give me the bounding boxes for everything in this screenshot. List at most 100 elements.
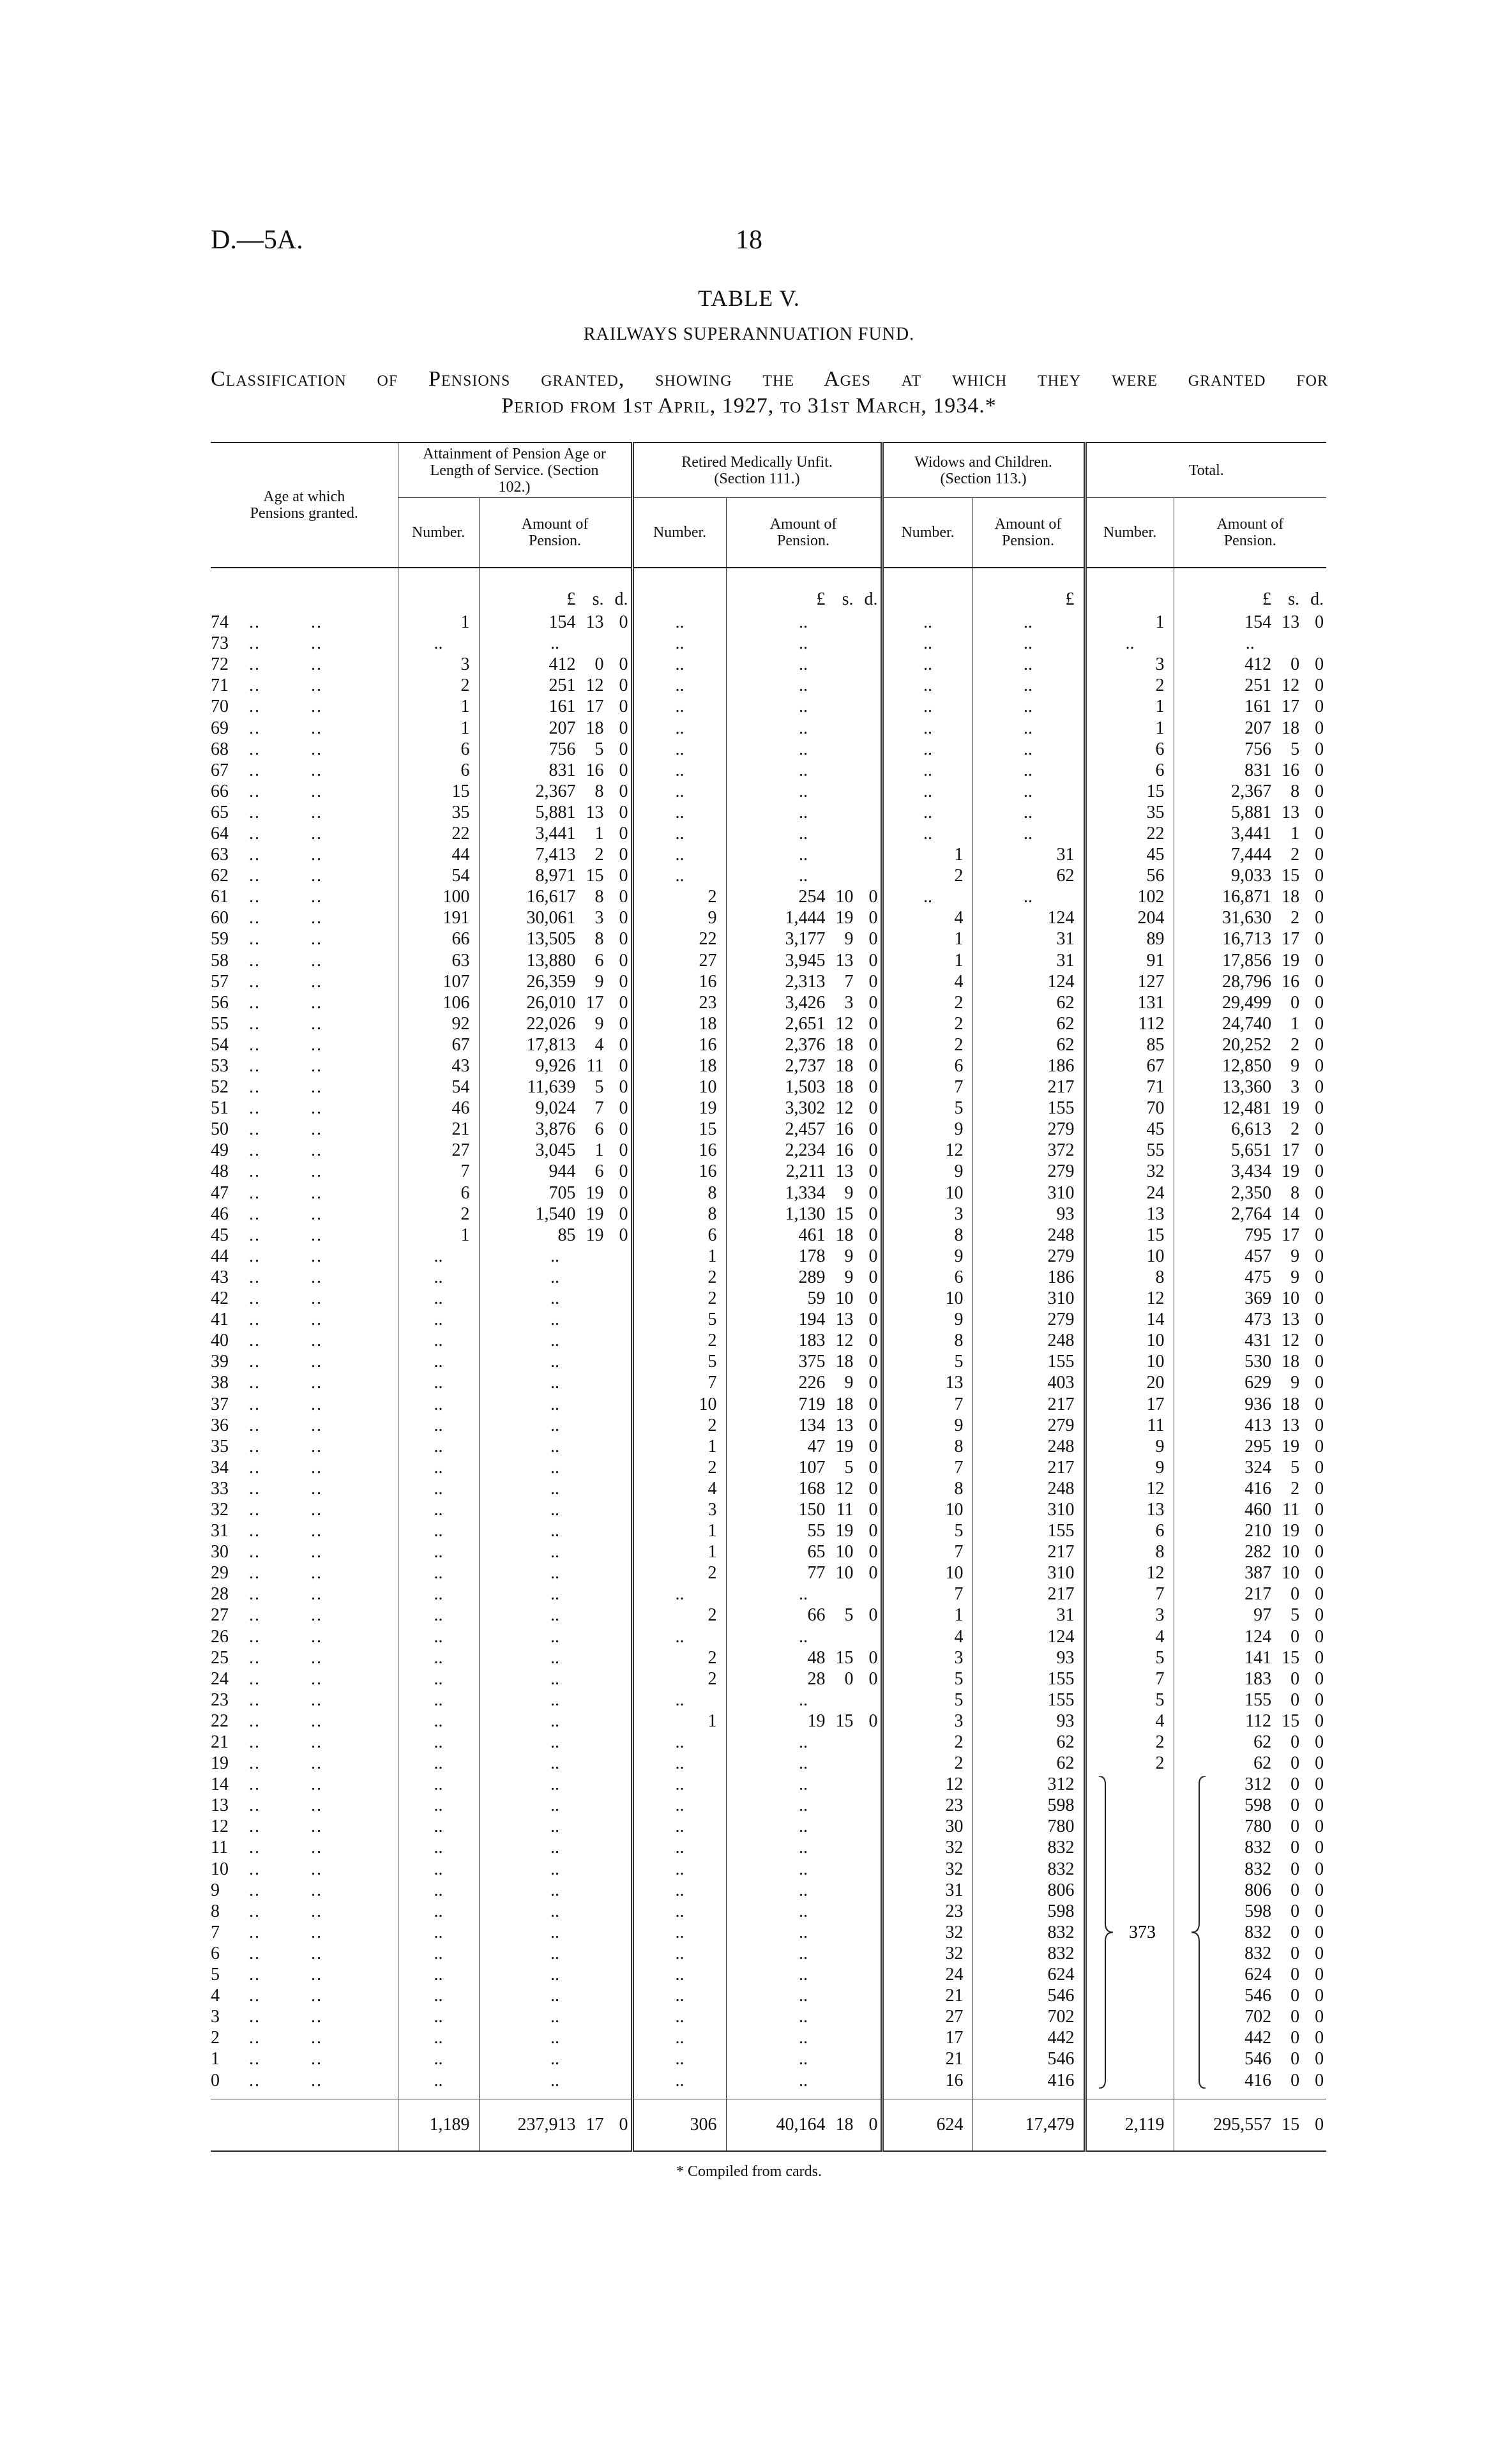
amount-pence: 0 xyxy=(1315,739,1324,759)
age-value: 61 xyxy=(211,887,229,907)
amount-pence: 0 xyxy=(868,1499,878,1520)
attainment-amount: 3,876 6 0 xyxy=(478,1119,633,1140)
amount-pounds: 3,441 xyxy=(535,823,576,843)
widows-amount: 248 xyxy=(972,1435,1086,1457)
attainment-number: .. xyxy=(397,633,479,654)
amount-pence: 0 xyxy=(1315,1795,1324,1816)
amount-pence: 0 xyxy=(619,1119,628,1140)
table-row: 58.. .. 63 13,880 6 0 27 3,945 13 0 1 31 91 17,856 19… xyxy=(211,949,1327,971)
leader-dots: .. .. xyxy=(249,781,322,801)
leader-dots: .. .. xyxy=(249,739,322,759)
widows-amount: .. xyxy=(972,738,1086,760)
widows-number: 7 xyxy=(880,1456,973,1478)
retired-number: 2 xyxy=(630,1414,727,1436)
age-value: 57 xyxy=(211,971,229,992)
amount-pence: 0 xyxy=(619,823,628,843)
attainment-amount: .. xyxy=(478,1626,633,1647)
age-value: 54 xyxy=(211,1034,229,1055)
age-cell: 65 .. .. xyxy=(211,802,398,823)
retired-amount: 178 9 0 xyxy=(725,1245,882,1267)
attainment-amount: 756 5 0 xyxy=(478,738,633,760)
age-cell: 24 .. .. xyxy=(211,1668,398,1689)
total-number: 9 xyxy=(1083,1456,1174,1478)
attainment-number: 3 xyxy=(397,654,479,676)
amount-pounds: 210 xyxy=(1245,1521,1272,1541)
widows-number: 13 xyxy=(880,1372,973,1394)
attainment-number: .. xyxy=(397,1753,479,1774)
total-amount: 412 0 0 xyxy=(1173,654,1327,676)
age-value: 43 xyxy=(211,1267,229,1287)
table-row: 62.. .. 54 8,971 15 0.... 2 62 56 9,033 15 0 xyxy=(211,865,1327,887)
attainment-number: 1 xyxy=(397,612,479,633)
amount-pounds: 24,740 xyxy=(1222,1013,1272,1034)
total-amount: 416 0 0 xyxy=(1173,2069,1327,2091)
amount-shillings: 5 xyxy=(1290,1605,1300,1626)
table-row: 47.. .. 6 705 19 0 8 1,334 9 0 10 310 24 2,350 8 0 xyxy=(211,1182,1327,1204)
amount-pence: 0 xyxy=(1315,1542,1324,1562)
amount-pence: 0 xyxy=(868,1394,878,1414)
widows-amount: 598 xyxy=(972,1795,1086,1817)
retired-amount: 65 10 0 xyxy=(725,1541,882,1563)
age-cell: 36 .. .. xyxy=(211,1415,398,1436)
amount-pence: 0 xyxy=(619,739,628,759)
age-cell: 69 .. .. xyxy=(211,717,398,738)
amount-shillings: 0 xyxy=(1290,1626,1300,1647)
table-caption-line-2: Period from 1st April, 1927, to 31st Mar… xyxy=(501,394,997,418)
attainment-amount: .. xyxy=(478,1795,633,1817)
total-amount: 473 13 0 xyxy=(1173,1309,1327,1331)
totals-row: 1,189 237,913 17 0 306 40,164 18 0 624 17,479 2,11… xyxy=(211,2098,1327,2152)
amount-pence: 0 xyxy=(868,1331,878,1351)
amount-pounds: 30,061 xyxy=(526,908,576,928)
amount-shillings: 19 xyxy=(1282,1098,1300,1119)
amount-pence: 0 xyxy=(1315,1732,1324,1753)
retired-number: 2 xyxy=(630,1288,727,1310)
amount-shillings: 18 xyxy=(1282,1352,1300,1372)
retired-number: .. xyxy=(630,1964,727,1986)
widows-number: 2 xyxy=(880,865,973,887)
age-value: 21 xyxy=(211,1732,229,1753)
age-cell: 3 .. .. xyxy=(211,2006,398,2027)
age-value: 2 xyxy=(211,2028,220,2048)
retired-amount: .. xyxy=(725,696,882,718)
age-cell: 13 .. .. xyxy=(211,1795,398,1816)
total-amount: 312 0 0 xyxy=(1173,1774,1327,1795)
attainment-amount: .. xyxy=(478,1309,633,1331)
header-attainment-amount: Amount of Pension. xyxy=(478,497,633,568)
total-amount: 24,740 1 0 xyxy=(1173,1013,1327,1034)
total-amount: 20,252 2 0 xyxy=(1173,1034,1327,1055)
retired-number: .. xyxy=(630,844,727,866)
amount-pence: 0 xyxy=(619,950,628,971)
retired-amount: .. xyxy=(725,2069,882,2091)
amount-pounds: 168 xyxy=(798,1478,826,1499)
widows-number: 8 xyxy=(880,1478,973,1499)
amount-shillings: 0 xyxy=(1290,1922,1300,1942)
widows-amount: 310 xyxy=(972,1288,1086,1310)
retired-amount: 2,737 18 0 xyxy=(725,1055,882,1077)
attainment-amount: 251 12 0 xyxy=(478,675,633,697)
leader-dots: .. .. xyxy=(249,718,322,738)
total-number: 71 xyxy=(1083,1077,1174,1098)
retired-amount: .. xyxy=(725,844,882,866)
age-value: 66 xyxy=(211,781,229,801)
amount-pounds: 289 xyxy=(798,1267,826,1287)
total-amount: 416 2 0 xyxy=(1173,1478,1327,1499)
amount-pence: 0 xyxy=(619,781,628,801)
amount-pounds: 461 xyxy=(798,1225,826,1245)
amount-shillings: 19 xyxy=(586,1204,604,1224)
age-value: 26 xyxy=(211,1626,229,1647)
age-cell: 27 .. .. xyxy=(211,1605,398,1626)
leader-dots: .. .. xyxy=(249,1986,322,2006)
retired-number: 15 xyxy=(630,1119,727,1140)
table-row: 52.. .. 54 11,639 5 0 10 1,503 18 0 7 217 71 13,360 3… xyxy=(211,1077,1327,1098)
amount-pounds: 1,444 xyxy=(785,908,826,928)
total-number: 7 xyxy=(1083,1583,1174,1605)
amount-shillings: 18 xyxy=(1282,887,1300,907)
amount-pence: 0 xyxy=(1315,676,1324,696)
attainment-amount: .. xyxy=(478,1583,633,1605)
amount-shillings: 8 xyxy=(1290,1183,1300,1203)
widows-number: .. xyxy=(880,886,973,908)
amount-pounds: 431 xyxy=(1245,1331,1272,1351)
amount-shillings: 12 xyxy=(1282,676,1300,696)
amount-shillings: 12 xyxy=(835,1013,854,1034)
amount-pounds: 77 xyxy=(807,1563,826,1583)
